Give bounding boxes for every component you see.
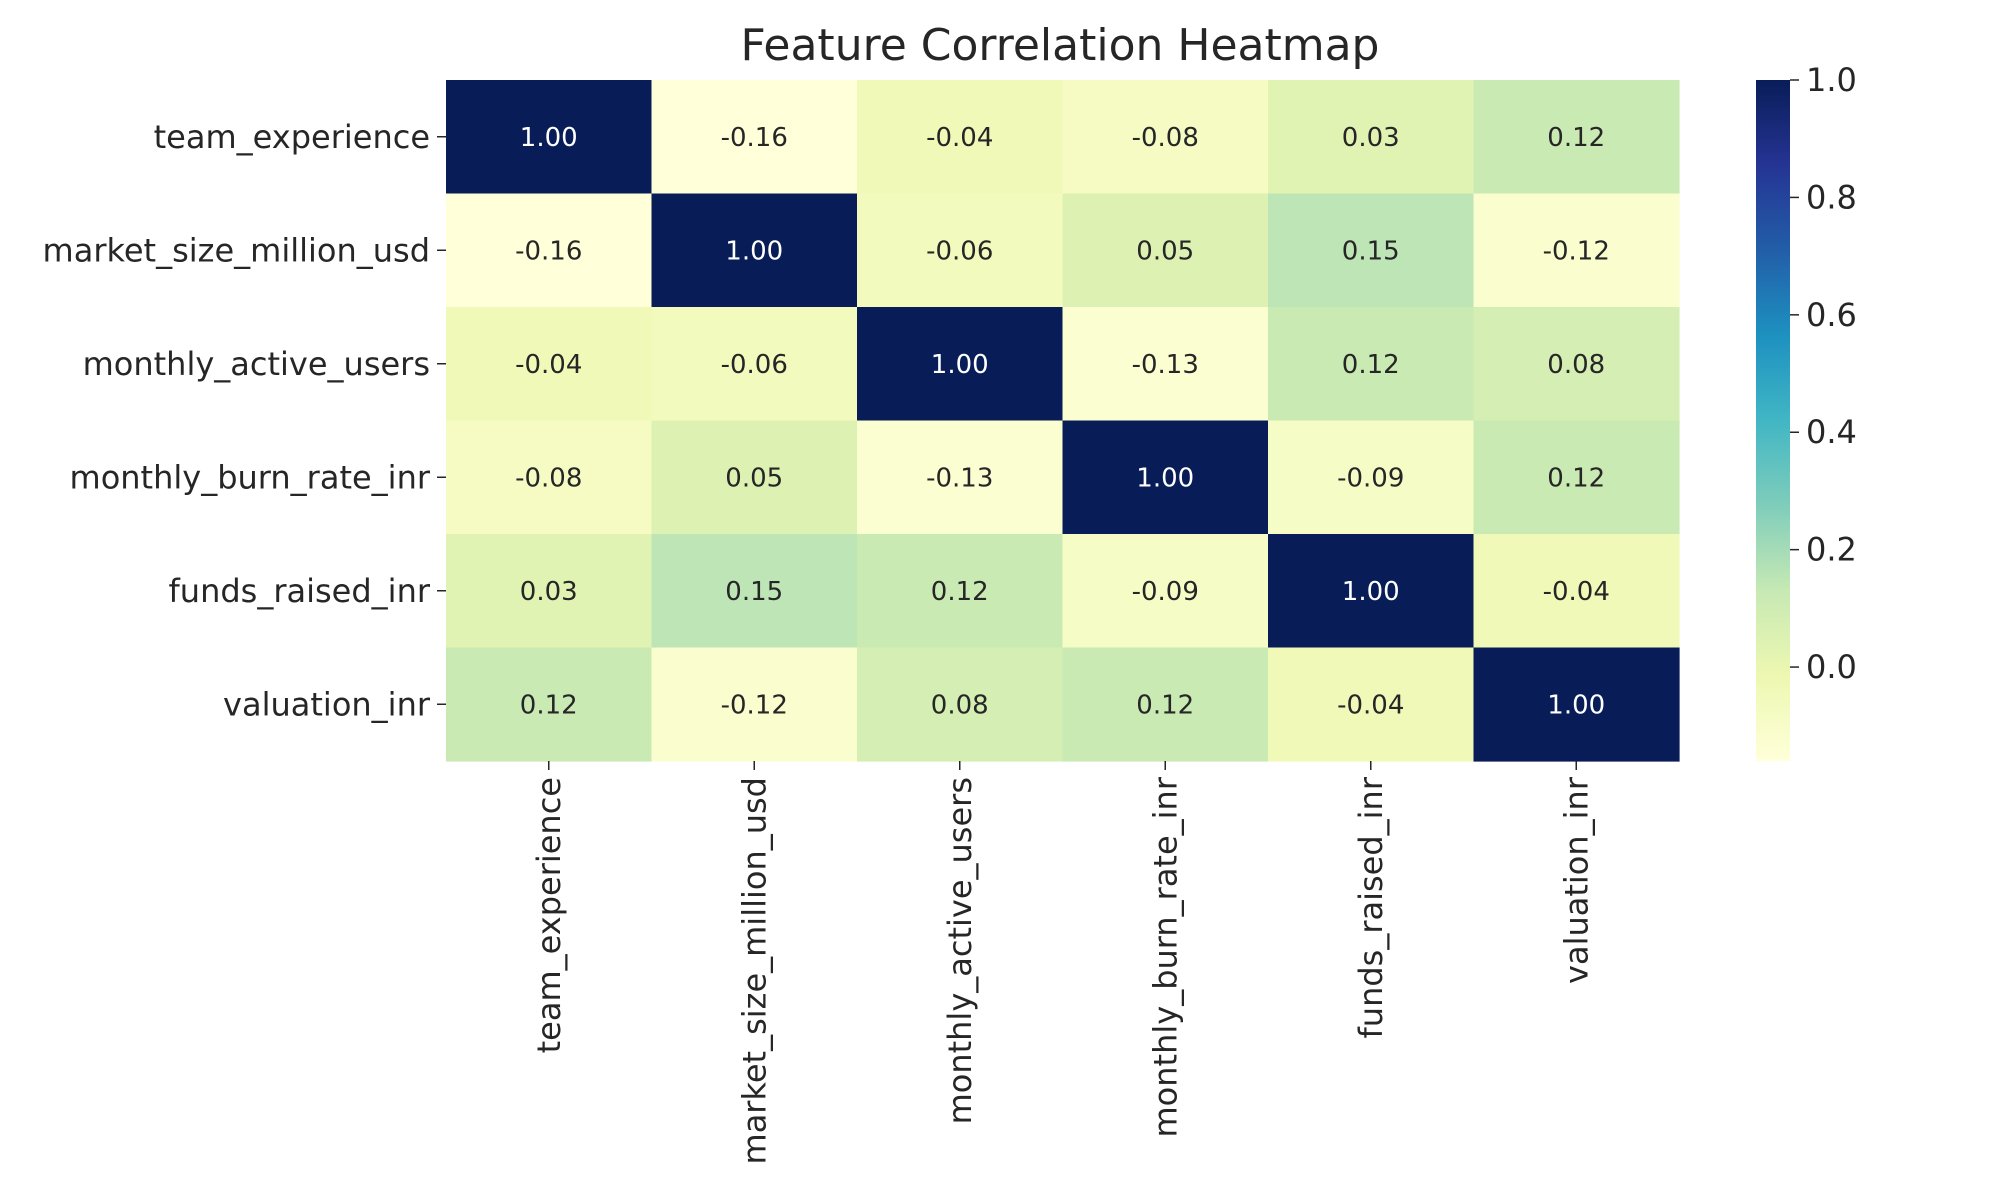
cell-value-label: -0.09 (1337, 463, 1404, 493)
heatmap-cell (446, 307, 653, 422)
colorbar-tick-label: 1.0 (1806, 61, 1857, 99)
heatmap-cell (1268, 420, 1475, 535)
cell-value-label: 0.12 (1547, 463, 1605, 493)
y-tick-label-monthly-burn-rate-inr: monthly_burn_rate_inr (70, 458, 431, 496)
colorbar-gradient (1756, 80, 1790, 761)
colorbar-tick-label: 0.6 (1806, 296, 1857, 334)
heatmap-cell (1268, 307, 1475, 422)
colorbar-tick-label: 0.2 (1806, 531, 1857, 569)
cell-value-label: 0.05 (1136, 236, 1194, 266)
heatmap-cell (651, 193, 858, 308)
heatmap-cell (1473, 80, 1680, 195)
cell-value-label: 0.08 (931, 690, 989, 720)
heatmap-cell (857, 307, 1064, 422)
heatmap-cell (446, 647, 653, 762)
colorbar: 0.0 0.2 0.4 0.6 0.8 1.0 (1756, 61, 1857, 761)
cell-value-label: 1.00 (931, 350, 989, 380)
y-tick-label-monthly-active-users: monthly_active_users (83, 345, 430, 383)
y-tick-label-market-size-million-usd: market_size_million_usd (43, 231, 430, 269)
x-tick-label-monthly-burn-rate-inr: monthly_burn_rate_inr (1146, 776, 1184, 1137)
cell-value-label: 0.15 (1342, 236, 1400, 266)
cell-value-label: 1.00 (1342, 577, 1400, 607)
heatmap-cell (1473, 534, 1680, 649)
heatmap-cell (651, 534, 858, 649)
x-axis-labels: team_experience market_size_million_usd mo… (530, 761, 1595, 1164)
heatmap-cell (1062, 534, 1269, 649)
heatmap-cell (1062, 80, 1269, 195)
heatmap-cell (1062, 420, 1269, 535)
heatmap-cell (1473, 193, 1680, 308)
heatmap-cell (651, 420, 858, 535)
cell-value-label: -0.04 (515, 350, 582, 380)
heatmap-cell (651, 80, 858, 195)
cell-value-label: 0.12 (1342, 350, 1400, 380)
heatmap-cell (1268, 534, 1475, 649)
cell-value-label: 0.12 (931, 577, 989, 607)
heatmap-cell (1268, 193, 1475, 308)
cell-value-label: -0.08 (515, 463, 582, 493)
cell-value-label: -0.13 (926, 463, 993, 493)
heatmap-cell (1268, 80, 1475, 195)
heatmap-cell (446, 420, 653, 535)
cell-value-label: 1.00 (1136, 463, 1194, 493)
x-tick-label-monthly-active-users: monthly_active_users (941, 777, 979, 1124)
heatmap-cell (446, 193, 653, 308)
y-axis-labels: team_experience market_size_million_usdmo… (43, 118, 446, 723)
heatmap-cell (1473, 420, 1680, 535)
cell-value-label: -0.13 (1132, 350, 1199, 380)
heatmap-cell (446, 80, 653, 195)
cell-value-label: -0.12 (1543, 236, 1610, 266)
heatmap-cell (857, 647, 1064, 762)
heatmap-cell (857, 420, 1064, 535)
cell-value-label: -0.16 (515, 236, 582, 266)
cell-value-label: 0.12 (1136, 690, 1194, 720)
cell-value-label: 0.03 (520, 577, 578, 607)
x-tick-label-funds-raised-inr: funds_raised_inr (1352, 776, 1390, 1038)
colorbar-tick-label: 0.4 (1806, 413, 1857, 451)
heatmap-cell (857, 534, 1064, 649)
cell-value-label: 1.00 (1547, 690, 1605, 720)
cell-value-label: 0.12 (1547, 123, 1605, 153)
colorbar-tick-label: 0.0 (1806, 648, 1857, 686)
cell-value-label: 0.05 (725, 463, 783, 493)
chart-title: Feature Correlation Heatmap (741, 20, 1380, 71)
heatmap-cell (1062, 193, 1269, 308)
cell-value-label: 0.08 (1547, 350, 1605, 380)
y-tick-label-funds-raised-inr: funds_raised_inr (169, 572, 431, 610)
x-tick-label-valuation-inr: valuation_inr (1557, 776, 1595, 984)
cell-value-label: -0.04 (926, 123, 993, 153)
cell-value-label: 1.00 (725, 236, 783, 266)
cell-value-label: -0.04 (1543, 577, 1610, 607)
heatmap-cell (1062, 307, 1269, 422)
heatmap-cell (446, 534, 653, 649)
x-tick-label-market-size-million-usd: market_size_million_usd (735, 777, 773, 1164)
x-tick-label-team-experience: team_experience (530, 777, 568, 1053)
cell-value-label: -0.06 (721, 350, 788, 380)
heatmap-cells: 1.00 -0.16 -0.04 -0.08 0.03 0.12 -0.16 1.00 -0.0… (446, 80, 1680, 762)
heatmap-cell (651, 307, 858, 422)
cell-value-label: -0.06 (926, 236, 993, 266)
y-tick-label-valuation-inr: valuation_inr (223, 685, 431, 723)
cell-value-label: -0.12 (721, 690, 788, 720)
cell-value-label: 1.00 (520, 123, 578, 153)
cell-value-label: -0.08 (1132, 123, 1199, 153)
heatmap-cell (1473, 647, 1680, 762)
heatmap-cell (857, 80, 1064, 195)
cell-value-label: -0.16 (721, 123, 788, 153)
y-tick-label-team-experience: team_experience (154, 118, 430, 156)
heatmap-cell (1473, 307, 1680, 422)
cell-value-label: -0.04 (1337, 690, 1404, 720)
heatmap-cell (1062, 647, 1269, 762)
cell-value-label: 0.03 (1342, 123, 1400, 153)
cell-value-label: -0.09 (1132, 577, 1199, 607)
heatmap-cell (857, 193, 1064, 308)
cell-value-label: 0.12 (520, 690, 578, 720)
heatmap-cell (1268, 647, 1475, 762)
cell-value-label: 0.15 (725, 577, 783, 607)
colorbar-tick-label: 0.8 (1806, 178, 1857, 216)
heatmap-cell (651, 647, 858, 762)
